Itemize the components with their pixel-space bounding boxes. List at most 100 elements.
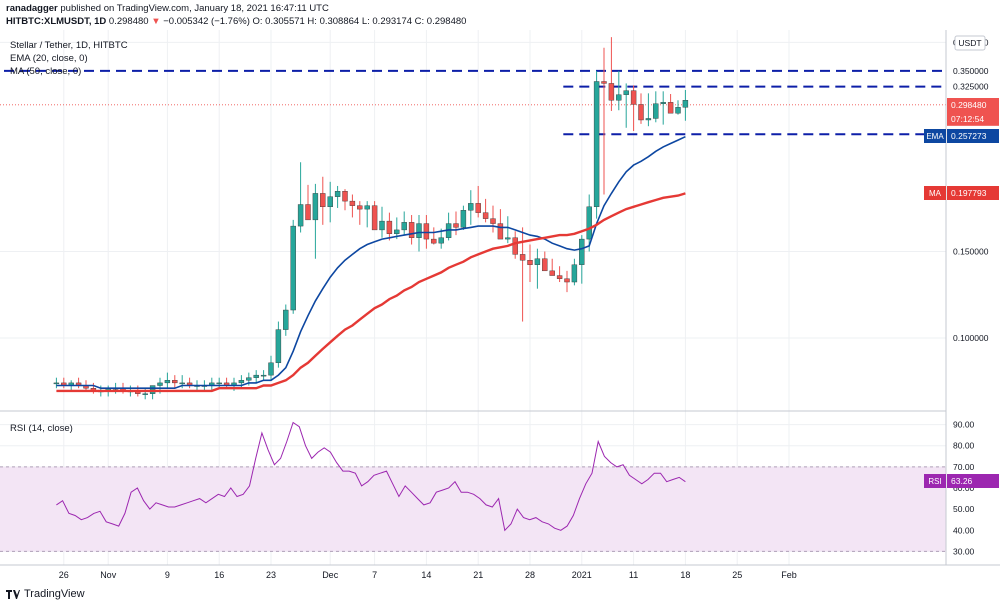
candle-body xyxy=(260,374,267,377)
candle-body xyxy=(312,193,319,221)
rsi-tick-label: 30.00 xyxy=(953,546,975,556)
candle-body xyxy=(460,210,467,228)
x-tick-label: 11 xyxy=(629,570,638,580)
x-tick-label: 2021 xyxy=(572,570,592,580)
candle-body xyxy=(682,100,689,108)
candle-body xyxy=(453,223,459,228)
currency-badge[interactable] xyxy=(954,35,986,51)
price-change-text: −0.005342 (−1.76%) xyxy=(163,16,250,27)
candle-body xyxy=(579,238,585,265)
indicator-lines xyxy=(56,135,686,532)
candle-body xyxy=(667,102,674,114)
candle-body xyxy=(638,104,644,121)
x-tick-label: 9 xyxy=(165,570,170,580)
rsi-band-fill xyxy=(0,466,946,552)
axis-labels: 26Nov91623Dec71421282021111825Feb0.40000… xyxy=(59,37,999,580)
author-name[interactable]: ranadagger xyxy=(6,3,58,14)
candle-body xyxy=(542,258,548,272)
candle-body xyxy=(305,204,311,221)
candle-body xyxy=(586,206,592,240)
rsi-tick-label: 80.00 xyxy=(953,441,975,451)
candle-body xyxy=(297,204,304,227)
ohlc-text: O: 0.305571 H: 0.308864 L: 0.293174 C: 0… xyxy=(252,16,467,27)
candle-body xyxy=(172,380,178,384)
candle-body xyxy=(527,260,533,265)
ema-legend: EMA (20, close, 0) xyxy=(10,53,88,64)
tradingview-logo[interactable]: TradingView xyxy=(6,588,85,600)
candle-body xyxy=(416,223,422,238)
chart-title: Stellar / Tether, 1D, HITBTC xyxy=(10,40,128,51)
rsi-tick-label: 70.00 xyxy=(953,462,975,472)
candles xyxy=(53,37,689,400)
candle-body xyxy=(660,102,666,104)
candle-body xyxy=(482,212,489,219)
x-tick-label: 16 xyxy=(214,570,224,580)
rsi-tick-label: 50.00 xyxy=(953,504,975,514)
candle-body xyxy=(216,382,222,385)
candle-body xyxy=(675,107,681,114)
candle-body xyxy=(549,270,555,276)
candle-body xyxy=(327,196,333,208)
candle-body xyxy=(438,237,444,244)
candle-body xyxy=(164,380,171,384)
candle-body xyxy=(149,385,156,394)
candle-body xyxy=(653,103,659,119)
horizontal-levels xyxy=(0,69,946,136)
candle-body xyxy=(505,237,511,240)
y-tick-label: 0.150000 xyxy=(953,247,989,257)
candle-body xyxy=(290,225,296,311)
rsi-tick-label: 90.00 xyxy=(953,420,975,430)
candle-body xyxy=(512,237,518,255)
candle-body xyxy=(386,220,393,234)
candle-body xyxy=(53,382,60,385)
candle-body xyxy=(349,200,356,206)
ema-badge-text: 0.257273 xyxy=(951,131,987,141)
candle-body xyxy=(246,377,252,381)
x-tick-label: 7 xyxy=(372,570,377,580)
candle-body xyxy=(179,382,185,385)
candle-body xyxy=(616,94,622,101)
countdown-bg xyxy=(947,111,999,126)
rsi-legend: RSI (14, close) xyxy=(10,423,73,434)
candle-body xyxy=(275,329,282,364)
last-price-text: 0.298480 xyxy=(108,16,149,27)
last-price-badge-bg xyxy=(947,98,999,112)
candle-body xyxy=(431,238,437,244)
candle-body xyxy=(283,309,289,330)
x-tick-label: 14 xyxy=(421,570,431,580)
ma-badge-text: 0.197793 xyxy=(951,188,987,198)
tradingview-wordmark: TradingView xyxy=(24,588,85,600)
candle-body xyxy=(556,275,563,279)
candle-body xyxy=(630,90,637,105)
candle-body xyxy=(623,90,629,95)
candle-body xyxy=(645,118,652,121)
tradingview-icon xyxy=(6,589,20,599)
level-label-bg xyxy=(947,63,999,78)
symbol-label: HITBTC:XLMUSDT, 1D xyxy=(6,16,107,27)
candle-body xyxy=(408,222,415,238)
candle-body xyxy=(497,223,504,240)
ma-badge-bg xyxy=(947,186,999,200)
rsi-tick-label: 40.00 xyxy=(953,525,975,535)
candle-body xyxy=(601,81,607,84)
rsi-line xyxy=(56,421,686,532)
candle-body xyxy=(364,205,370,210)
candle-body xyxy=(379,220,385,231)
level-label: 0.350000 xyxy=(953,66,989,76)
level-label: 0.325000 xyxy=(953,82,989,92)
ema-badge-bg xyxy=(947,129,999,143)
rsi-badge-tag-text: RSI xyxy=(928,477,941,486)
y-tick-label: 0.100000 xyxy=(953,333,989,343)
x-tick-label: Nov xyxy=(100,570,117,580)
ema-line xyxy=(56,135,686,389)
ma-legend: MA (50, close, 0) xyxy=(10,66,81,77)
rsi-badge-bg xyxy=(947,474,999,488)
publish-info: ranadagger published on TradingView.com,… xyxy=(6,3,329,14)
candle-body xyxy=(401,222,407,231)
x-tick-label: 26 xyxy=(59,570,69,580)
symbol-info: HITBTC:XLMUSDT, 1D 0.298480 ▼ −0.005342 … xyxy=(6,16,466,27)
candle-body xyxy=(534,258,541,265)
candle-body xyxy=(571,264,578,283)
candle-body xyxy=(519,254,526,261)
